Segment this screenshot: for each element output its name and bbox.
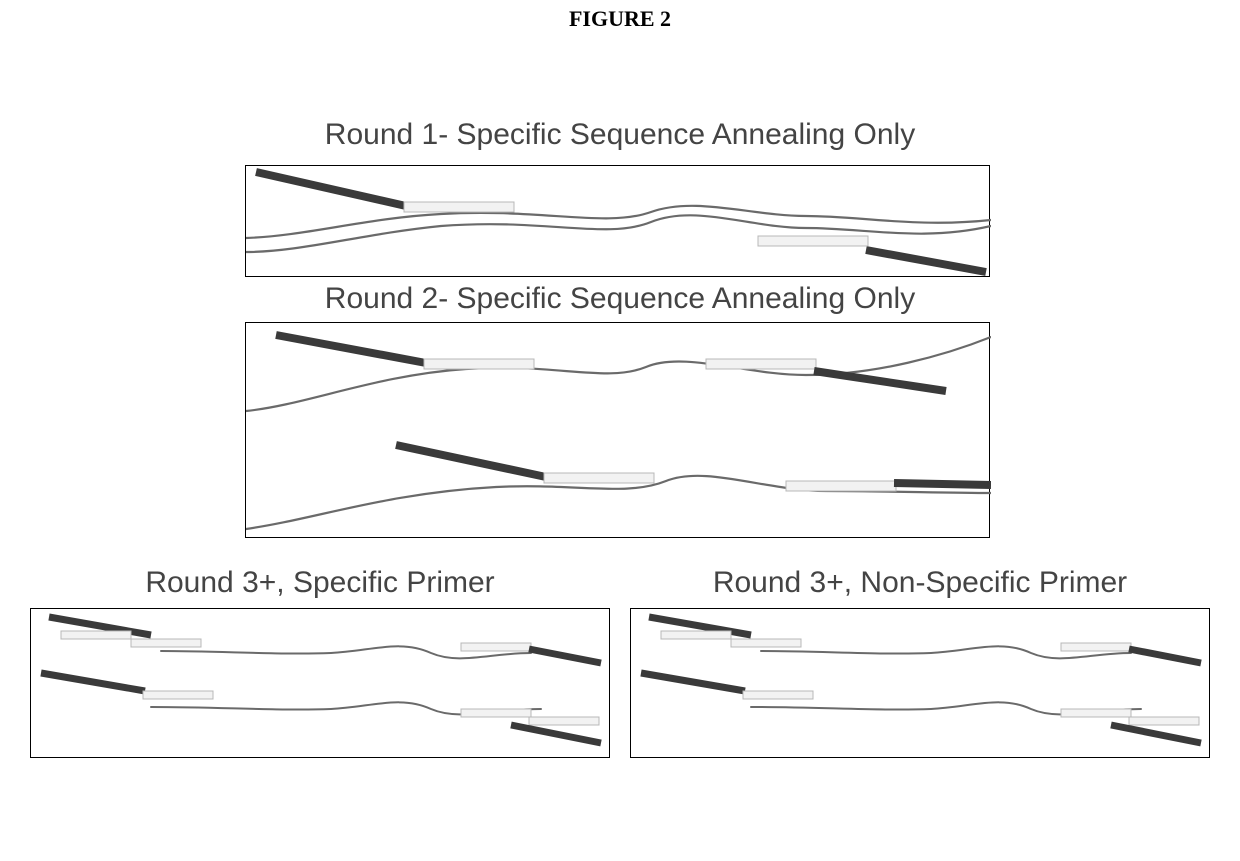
round2-panel: [245, 322, 990, 538]
round2-svg: [246, 323, 991, 539]
round3a-svg: [31, 609, 611, 759]
figure-title: FIGURE 2: [0, 6, 1240, 32]
round3b-svg: [631, 609, 1211, 759]
figure-page: FIGURE 2 Round 1- Specific Sequence Anne…: [0, 0, 1240, 861]
round1-svg: [246, 166, 991, 278]
round3a-label: Round 3+, Specific Primer: [30, 566, 610, 600]
round1-panel: [245, 165, 990, 277]
round3b-label: Round 3+, Non-Specific Primer: [630, 566, 1210, 600]
round3a-panel: [30, 608, 610, 758]
round2-label: Round 2- Specific Sequence Annealing Onl…: [0, 282, 1240, 316]
round1-label: Round 1- Specific Sequence Annealing Onl…: [0, 118, 1240, 152]
round3b-panel: [630, 608, 1210, 758]
